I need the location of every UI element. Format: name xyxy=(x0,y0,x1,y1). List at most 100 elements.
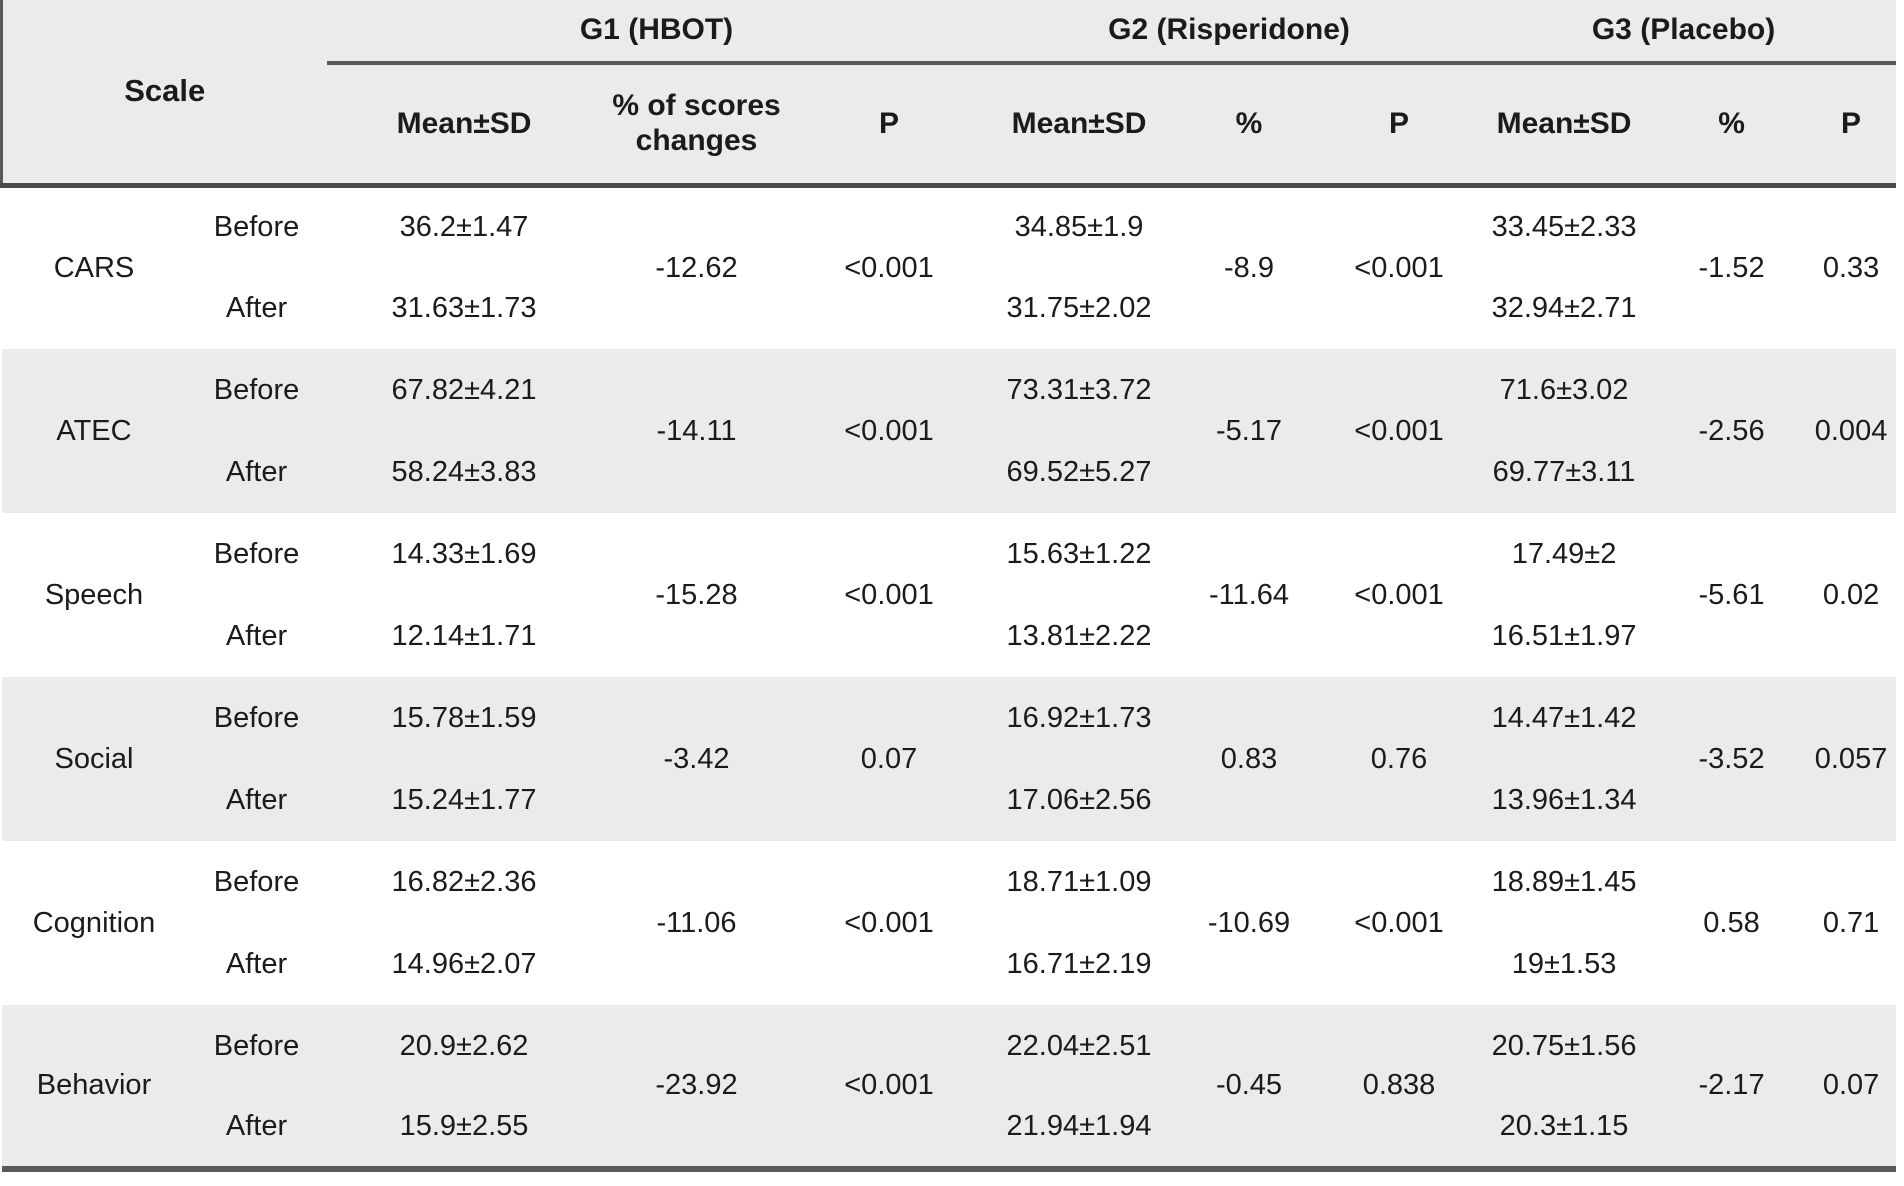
g2-after-mean-cell: 31.75±2.02 xyxy=(986,267,1172,349)
g1-after-mean-cell: 15.24±1.77 xyxy=(326,759,602,841)
scale-name-cell: ATEC xyxy=(1,349,187,513)
table-row: Behavior Before 20.9±2.62 -23.92 <0.001 22.04… xyxy=(1,1005,1896,1169)
g2-before-mean-cell: 15.63±1.22 xyxy=(986,513,1172,595)
g3-after-mean-cell: 32.94±2.71 xyxy=(1471,267,1657,349)
g3-before-mean-cell: 33.45±2.33 xyxy=(1471,185,1657,267)
scale-column-header: Scale xyxy=(0,0,327,188)
g1-before-mean-cell: 15.78±1.59 xyxy=(326,677,602,759)
g1-before-mean-cell: 14.33±1.69 xyxy=(326,513,602,595)
group-header-g3-placebo: G3 (Placebo) xyxy=(1471,0,1896,65)
g1-percent-change-cell: -3.42 xyxy=(601,677,792,841)
g1-after-mean-cell: 12.14±1.71 xyxy=(326,595,602,677)
g2-after-mean-cell: 21.94±1.94 xyxy=(986,1087,1172,1169)
table-row: Cognition Before 16.82±2.36 -11.06 <0.001 18.… xyxy=(1,841,1896,1005)
g1-p-value-cell: 0.07 xyxy=(791,677,987,841)
g2-before-mean-cell: 18.71±1.09 xyxy=(986,841,1172,923)
table-row: After 12.14±1.71 13.81±2.22 16.51±1.97 xyxy=(2,595,1896,677)
g1-after-mean-cell: 15.9±2.55 xyxy=(326,1087,602,1169)
g1-after-mean-cell: 14.96±2.07 xyxy=(326,923,602,1005)
g2-percent-header: % xyxy=(1171,63,1327,188)
g1-percent-change-cell: -11.06 xyxy=(601,841,792,1005)
g3-mean-sd-header: Mean±SD xyxy=(1471,63,1657,188)
g1-before-mean-cell: 16.82±2.36 xyxy=(326,841,602,923)
g1-after-mean-cell: 31.63±1.73 xyxy=(326,267,602,349)
g2-percent-change-cell: -8.9 xyxy=(1171,185,1327,349)
g3-p-value-cell: 0.07 xyxy=(1806,1005,1896,1169)
g1-p-value-cell: <0.001 xyxy=(791,349,987,513)
after-label-cell: After xyxy=(186,431,327,513)
after-label-cell: After xyxy=(186,1087,327,1169)
g2-percent-change-cell: 0.83 xyxy=(1171,677,1327,841)
g2-after-mean-cell: 17.06±2.56 xyxy=(986,759,1172,841)
scale-name-cell: Cognition xyxy=(1,841,187,1005)
g2-p-header: P xyxy=(1326,63,1472,188)
table-row: Social Before 15.78±1.59 -3.42 0.07 16.92±1.7… xyxy=(1,677,1896,841)
table-row: After 15.24±1.77 17.06±2.56 13.96±1.34 xyxy=(2,759,1896,841)
g1-percent-change-cell: -14.11 xyxy=(601,349,792,513)
after-label-cell: After xyxy=(186,267,327,349)
g1-mean-sd-header: Mean±SD xyxy=(326,63,602,188)
g3-after-mean-cell: 20.3±1.15 xyxy=(1471,1087,1657,1169)
g2-after-mean-cell: 16.71±2.19 xyxy=(986,923,1172,1005)
table-row: After 58.24±3.83 69.52±5.27 69.77±3.11 xyxy=(2,431,1896,513)
g1-p-header: P xyxy=(791,63,987,188)
g1-percent-change-cell: -23.92 xyxy=(601,1005,792,1169)
g3-before-mean-cell: 17.49±2 xyxy=(1471,513,1657,595)
group-header-row: Scale G1 (HBOT) G2 (Risperidone) G3 (Pla… xyxy=(0,0,1896,188)
g3-percent-change-cell: -1.52 xyxy=(1656,185,1807,349)
g3-before-mean-cell: 71.6±3.02 xyxy=(1471,349,1657,431)
before-label-cell: Before xyxy=(186,185,327,267)
table-row: After 14.96±2.07 16.71±2.19 19±1.53 xyxy=(2,923,1896,1005)
g3-p-header: P xyxy=(1806,63,1896,188)
g2-before-mean-cell: 22.04±2.51 xyxy=(986,1005,1172,1087)
after-label-cell: After xyxy=(186,595,327,677)
after-label-cell: After xyxy=(186,923,327,1005)
table-row: After 31.63±1.73 31.75±2.02 32.94±2.71 xyxy=(2,267,1896,349)
before-label-cell: Before xyxy=(186,841,327,923)
g2-percent-change-cell: -0.45 xyxy=(1171,1005,1327,1169)
table-body: CARS Before 36.2±1.47 -12.62 <0.001 34.85±1.9… xyxy=(1,185,1896,1169)
g3-percent-change-cell: 0.58 xyxy=(1656,841,1807,1005)
g1-percent-change-cell: -12.62 xyxy=(601,185,792,349)
g2-p-value-cell: <0.001 xyxy=(1326,185,1472,349)
g2-p-value-cell: 0.838 xyxy=(1326,1005,1472,1169)
g3-p-value-cell: 0.02 xyxy=(1806,513,1896,677)
group-header-g2-risperidone: G2 (Risperidone) xyxy=(986,0,1472,65)
g2-after-mean-cell: 13.81±2.22 xyxy=(986,595,1172,677)
g3-percent-change-cell: -2.56 xyxy=(1656,349,1807,513)
g3-percent-change-cell: -2.17 xyxy=(1656,1005,1807,1169)
g2-before-mean-cell: 73.31±3.72 xyxy=(986,349,1172,431)
group-header-g1-hbot: G1 (HBOT) xyxy=(326,0,987,65)
g2-percent-change-cell: -10.69 xyxy=(1171,841,1327,1005)
g3-after-mean-cell: 16.51±1.97 xyxy=(1471,595,1657,677)
before-label-cell: Before xyxy=(186,1005,327,1087)
before-label-cell: Before xyxy=(186,513,327,595)
g2-mean-sd-header: Mean±SD xyxy=(986,63,1172,188)
g2-percent-change-cell: -5.17 xyxy=(1171,349,1327,513)
table-row: Speech Before 14.33±1.69 -15.28 <0.001 15.63±… xyxy=(1,513,1896,677)
scale-name-cell: Speech xyxy=(1,513,187,677)
g1-percent-header: % of scores changes xyxy=(601,63,792,188)
g2-p-value-cell: <0.001 xyxy=(1326,513,1472,677)
g3-after-mean-cell: 19±1.53 xyxy=(1471,923,1657,1005)
g1-before-mean-cell: 67.82±4.21 xyxy=(326,349,602,431)
g2-before-mean-cell: 16.92±1.73 xyxy=(986,677,1172,759)
g1-p-value-cell: <0.001 xyxy=(791,841,987,1005)
g3-percent-header: % xyxy=(1656,63,1807,188)
scale-name-cell: Social xyxy=(1,677,187,841)
g3-after-mean-cell: 13.96±1.34 xyxy=(1471,759,1657,841)
g2-p-value-cell: <0.001 xyxy=(1326,349,1472,513)
g3-before-mean-cell: 18.89±1.45 xyxy=(1471,841,1657,923)
before-label-cell: Before xyxy=(186,349,327,431)
g3-p-value-cell: 0.33 xyxy=(1806,185,1896,349)
g3-before-mean-cell: 14.47±1.42 xyxy=(1471,677,1657,759)
table-row: ATEC Before 67.82±4.21 -14.11 <0.001 73.31±3.… xyxy=(1,349,1896,513)
g2-percent-change-cell: -11.64 xyxy=(1171,513,1327,677)
table-row: After 15.9±2.55 21.94±1.94 20.3±1.15 xyxy=(2,1087,1896,1169)
g1-before-mean-cell: 36.2±1.47 xyxy=(326,185,602,267)
g3-after-mean-cell: 69.77±3.11 xyxy=(1471,431,1657,513)
g1-p-value-cell: <0.001 xyxy=(791,185,987,349)
g1-percent-change-cell: -15.28 xyxy=(601,513,792,677)
